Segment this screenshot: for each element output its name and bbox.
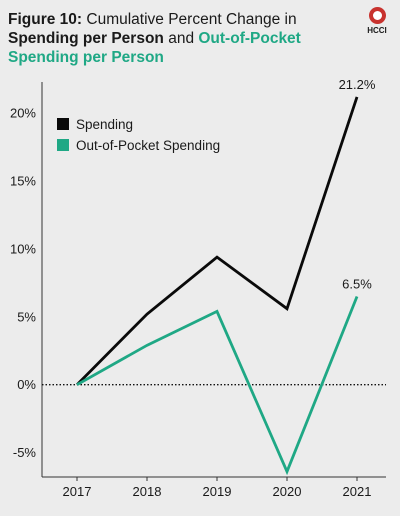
title-spending: Spending per Person: [8, 30, 164, 47]
hcci-logo-icon: [368, 7, 386, 24]
x-tick-label: 2020: [273, 484, 302, 499]
x-tick-label: 2018: [133, 484, 162, 499]
chart-title: Figure 10: Cumulative Percent Change in …: [8, 10, 348, 67]
y-tick-label: 0%: [17, 377, 36, 392]
y-tick-label: 20%: [10, 106, 36, 121]
legend-swatch: [57, 139, 69, 151]
legend-swatch: [57, 118, 69, 130]
legend-label: Out-of-Pocket Spending: [76, 138, 220, 153]
figure-label: Figure 10:: [8, 11, 83, 28]
hcci-logo: HCCI: [362, 7, 392, 37]
spending-line: [76, 96, 359, 386]
oop-spending-line: [76, 295, 359, 476]
title-text: Cumulative Percent Change in: [82, 11, 297, 28]
y-tick-label: -5%: [13, 445, 37, 460]
title-oop: Out-of-Pocket Spending per Person: [8, 30, 301, 66]
data-label: 6.5%: [342, 276, 372, 291]
x-tick-label: 2021: [343, 484, 372, 499]
x-tick-label: 2017: [63, 484, 92, 499]
data-label: 21.2%: [339, 77, 376, 92]
y-tick-label: 10%: [10, 241, 36, 256]
x-tick-label: 2019: [203, 484, 232, 499]
y-tick-label: 15%: [10, 174, 36, 189]
legend-label: Spending: [76, 117, 133, 132]
title-and: and: [163, 30, 199, 47]
y-tick-label: 5%: [17, 309, 36, 324]
hcci-logo-text: HCCI: [367, 26, 387, 35]
